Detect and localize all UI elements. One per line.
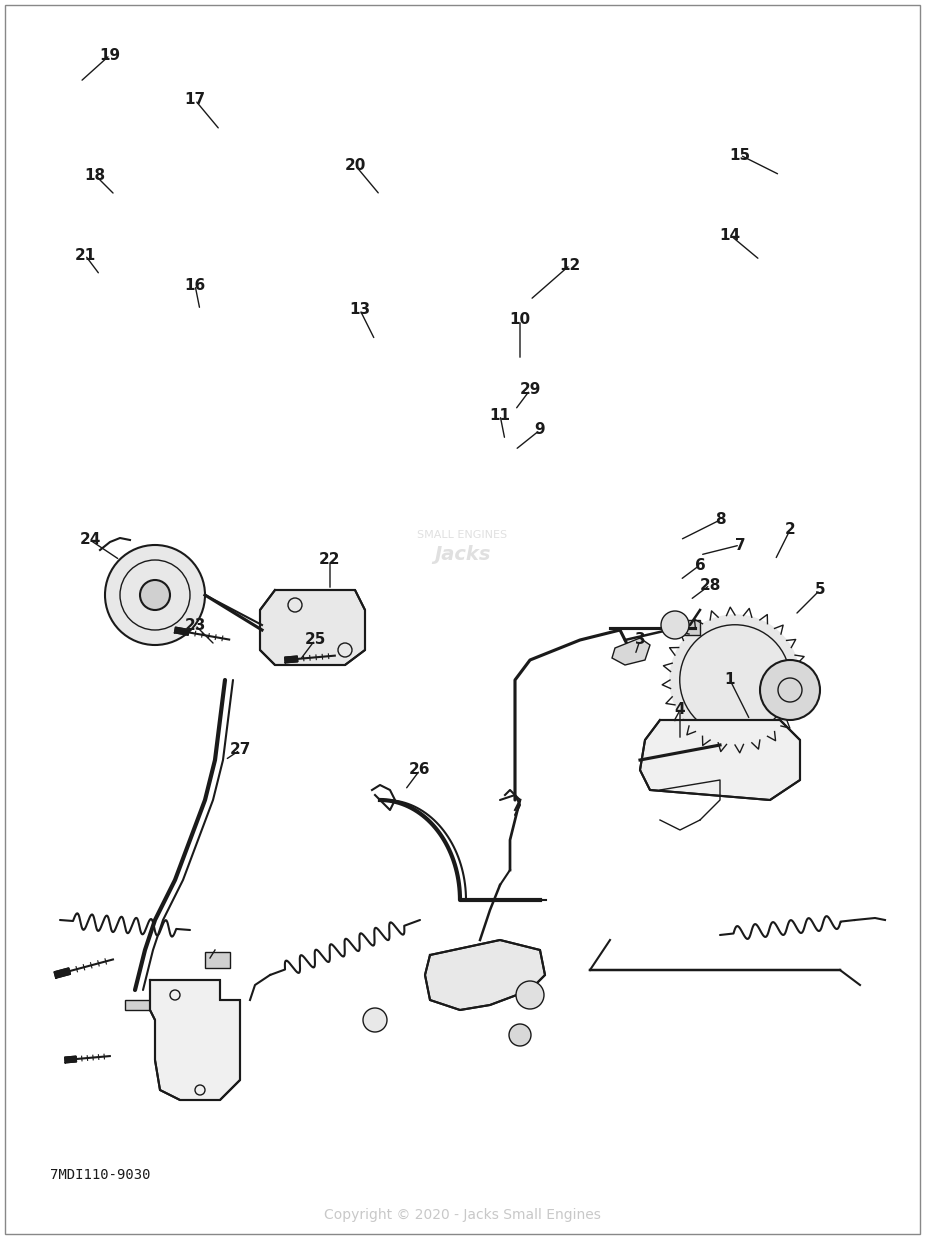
Polygon shape xyxy=(175,627,189,636)
Polygon shape xyxy=(150,980,240,1100)
Polygon shape xyxy=(670,615,800,745)
Text: 25: 25 xyxy=(304,632,326,648)
Text: 22: 22 xyxy=(319,553,340,567)
Polygon shape xyxy=(55,968,70,978)
Text: 6: 6 xyxy=(695,558,706,572)
Text: Jacks: Jacks xyxy=(434,545,490,565)
Polygon shape xyxy=(285,657,298,663)
Text: 20: 20 xyxy=(344,157,365,172)
Circle shape xyxy=(516,981,544,1009)
Circle shape xyxy=(105,545,205,646)
Text: 2: 2 xyxy=(784,523,796,538)
Text: 21: 21 xyxy=(74,248,95,263)
Circle shape xyxy=(140,580,170,610)
Polygon shape xyxy=(205,952,230,968)
Text: 16: 16 xyxy=(184,278,205,292)
Text: 8: 8 xyxy=(715,513,725,528)
Text: 4: 4 xyxy=(674,703,685,717)
Text: 28: 28 xyxy=(699,577,721,592)
Polygon shape xyxy=(260,590,365,665)
Text: 7MDI110-9030: 7MDI110-9030 xyxy=(50,1168,151,1182)
Polygon shape xyxy=(65,1056,77,1063)
Circle shape xyxy=(661,611,689,639)
Text: 7: 7 xyxy=(734,538,746,553)
Text: SMALL ENGINES: SMALL ENGINES xyxy=(417,530,507,540)
Text: 1: 1 xyxy=(725,673,735,688)
Text: 29: 29 xyxy=(519,383,541,398)
Circle shape xyxy=(712,657,758,703)
Text: 27: 27 xyxy=(229,742,251,757)
Polygon shape xyxy=(125,990,160,1010)
Text: 10: 10 xyxy=(510,312,531,327)
Text: 19: 19 xyxy=(100,47,120,62)
Text: 12: 12 xyxy=(560,258,581,273)
Circle shape xyxy=(760,660,820,720)
Circle shape xyxy=(509,1023,531,1046)
Text: 5: 5 xyxy=(815,582,825,597)
Text: 26: 26 xyxy=(409,762,431,778)
Text: 18: 18 xyxy=(84,167,105,182)
Text: 11: 11 xyxy=(489,408,511,422)
Polygon shape xyxy=(612,638,650,665)
Text: 14: 14 xyxy=(720,228,741,243)
Polygon shape xyxy=(425,940,545,1010)
Text: 24: 24 xyxy=(80,533,101,548)
Text: 9: 9 xyxy=(535,422,546,437)
Polygon shape xyxy=(680,620,700,636)
Text: 13: 13 xyxy=(350,302,371,317)
Text: 15: 15 xyxy=(730,147,750,162)
Text: 17: 17 xyxy=(184,93,205,108)
Text: 3: 3 xyxy=(635,632,646,648)
Circle shape xyxy=(363,1009,387,1032)
Polygon shape xyxy=(640,720,800,800)
Text: 23: 23 xyxy=(184,617,205,632)
Text: Copyright © 2020 - Jacks Small Engines: Copyright © 2020 - Jacks Small Engines xyxy=(324,1208,600,1222)
